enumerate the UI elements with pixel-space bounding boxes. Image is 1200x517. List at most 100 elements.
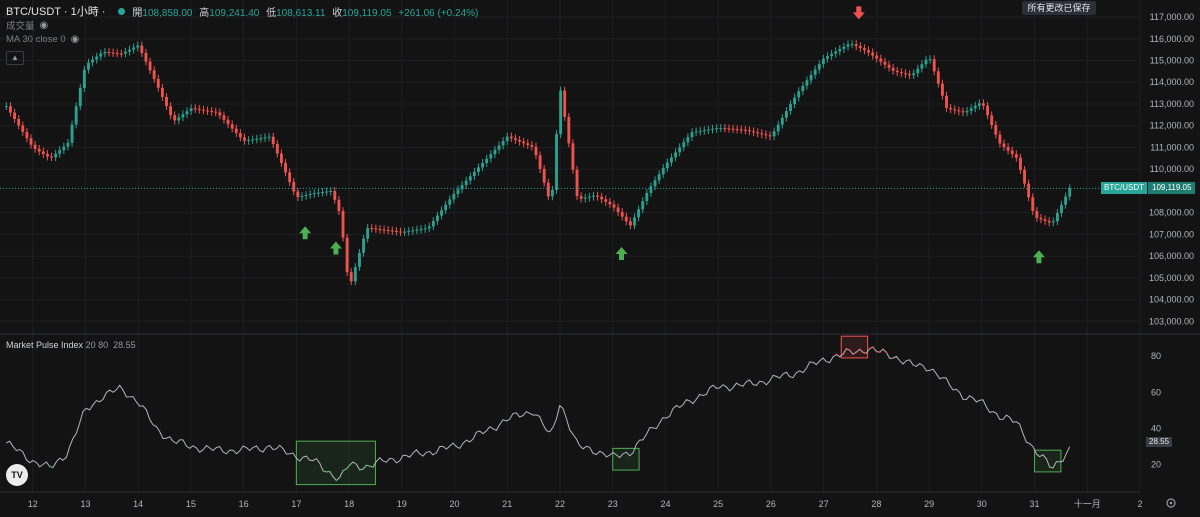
candle bbox=[91, 55, 95, 67]
candle bbox=[899, 68, 903, 78]
indicator-extreme-point bbox=[882, 348, 884, 351]
candle bbox=[920, 60, 924, 73]
candle bbox=[518, 136, 521, 146]
volume-label[interactable]: 成交量 bbox=[6, 21, 35, 32]
settings-icon[interactable] bbox=[1166, 498, 1176, 508]
candle bbox=[1018, 153, 1022, 174]
time-tick-label: 27 bbox=[819, 499, 829, 509]
candle bbox=[904, 69, 907, 79]
candle bbox=[813, 65, 817, 79]
candle bbox=[403, 227, 407, 236]
candle bbox=[13, 108, 17, 123]
oversold-zone-box bbox=[295, 440, 376, 486]
candle bbox=[977, 99, 981, 110]
candle bbox=[678, 143, 682, 157]
candle bbox=[624, 212, 628, 226]
candle bbox=[247, 136, 251, 145]
price-tick-label: 111,000.00 bbox=[1150, 142, 1194, 152]
indicator-extreme-point bbox=[372, 466, 374, 468]
time-tick-label: 15 bbox=[186, 499, 196, 509]
candle bbox=[965, 107, 969, 117]
time-axis[interactable]: 12 13 14 15 16 17 18 19 20 21 22 23 24 25 26 27 28 29 30 31… bbox=[28, 498, 1143, 509]
indicator-extreme-point bbox=[1052, 466, 1054, 469]
indicator-legend[interactable]: Market Pulse Index 20 80 28.55 bbox=[6, 340, 136, 350]
candle bbox=[620, 208, 624, 221]
candle bbox=[382, 225, 386, 234]
candle bbox=[990, 111, 994, 129]
indicator-extreme-point bbox=[325, 470, 328, 473]
candle bbox=[600, 192, 604, 204]
candle bbox=[25, 127, 29, 143]
candle bbox=[563, 86, 567, 121]
candle bbox=[1006, 143, 1010, 155]
candle bbox=[1031, 193, 1035, 215]
candle bbox=[9, 102, 12, 117]
chart-legend: BTC/USDT · 1小時 · 開108,858.00 高109,241.40… bbox=[6, 4, 482, 46]
green-up-arrow-icon bbox=[299, 226, 312, 240]
indicator-extreme-point bbox=[868, 347, 871, 350]
candle bbox=[37, 144, 41, 156]
candle bbox=[727, 124, 731, 133]
candle bbox=[333, 187, 337, 204]
candle bbox=[982, 99, 985, 110]
indicator-axis[interactable]: 80 60 40 20 bbox=[1151, 351, 1161, 470]
candle bbox=[148, 57, 152, 75]
candle bbox=[682, 138, 686, 152]
candle bbox=[222, 111, 226, 124]
candle bbox=[423, 224, 427, 233]
candle bbox=[370, 224, 374, 233]
overbought-zone-box bbox=[840, 335, 869, 359]
candle bbox=[542, 165, 546, 187]
indicator-extreme-point bbox=[1048, 466, 1051, 469]
candle bbox=[895, 66, 899, 77]
price-tick-label: 113,000.00 bbox=[1150, 99, 1194, 109]
candle bbox=[1014, 150, 1018, 162]
candle bbox=[596, 191, 599, 201]
candle bbox=[670, 153, 673, 167]
collapse-legend-button[interactable]: ▲ bbox=[6, 51, 24, 65]
candle bbox=[456, 185, 460, 198]
candle bbox=[887, 60, 891, 72]
indicator-tick-label: 60 bbox=[1151, 387, 1161, 397]
saved-status: 所有更改已保存 bbox=[1022, 1, 1096, 15]
price-axis[interactable]: 117,000.00 116,000.00 115,000.00 114,000.00… bbox=[1149, 12, 1194, 326]
candle bbox=[70, 120, 74, 147]
candle bbox=[711, 124, 714, 134]
candle bbox=[998, 130, 1002, 148]
candle bbox=[33, 140, 37, 153]
candle bbox=[936, 67, 940, 88]
candle bbox=[826, 52, 829, 63]
price-series bbox=[4, 40, 1072, 286]
candle bbox=[592, 191, 595, 201]
candle bbox=[45, 150, 49, 161]
indicator-extreme-point bbox=[852, 353, 854, 356]
candle bbox=[82, 65, 86, 92]
price-tick-label: 105,000.00 bbox=[1149, 273, 1194, 283]
ma-label[interactable]: MA 30 close 0 bbox=[6, 33, 66, 45]
candle bbox=[263, 133, 267, 142]
indicator-value: 28.55 bbox=[113, 340, 136, 350]
candle bbox=[908, 70, 912, 80]
candle bbox=[505, 132, 509, 145]
candle bbox=[969, 104, 973, 115]
candle bbox=[66, 138, 70, 151]
low-label: 低 bbox=[266, 7, 277, 19]
candle bbox=[555, 130, 558, 194]
time-tick-label: 16 bbox=[239, 499, 249, 509]
candle bbox=[719, 124, 723, 133]
candle bbox=[608, 197, 612, 209]
indicator-series bbox=[6, 346, 1071, 482]
green-up-arrow-icon bbox=[1032, 250, 1045, 264]
candle bbox=[575, 165, 579, 201]
eye-icon[interactable]: ◉ bbox=[70, 33, 80, 45]
indicator-extreme-point bbox=[48, 465, 51, 468]
tradingview-logo-icon[interactable]: TV bbox=[6, 464, 28, 486]
candle bbox=[1039, 213, 1043, 224]
current-price-symbol: BTC/USDT bbox=[1101, 182, 1147, 194]
symbol-title[interactable]: BTC/USDT · 1小時 · bbox=[6, 6, 106, 18]
time-tick-label: 13 bbox=[80, 499, 90, 509]
eye-icon[interactable]: ◉ bbox=[39, 19, 49, 31]
price-tick-label: 112,000.00 bbox=[1150, 121, 1194, 131]
